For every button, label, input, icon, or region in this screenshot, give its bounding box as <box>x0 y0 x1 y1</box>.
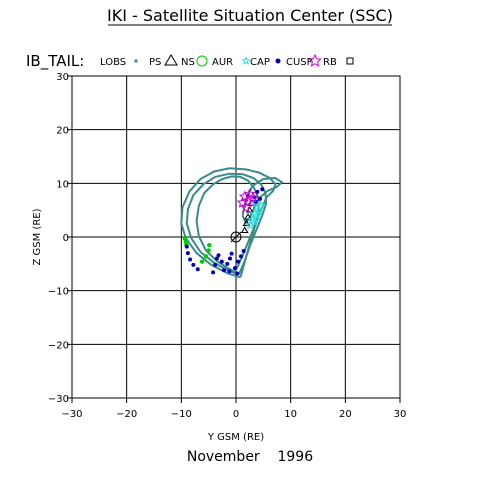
legend: LOBS PS NS AUR CAP CUSP RB <box>100 53 354 68</box>
orbit-line <box>241 176 284 226</box>
y-tick-label: −30 <box>48 394 69 405</box>
cap-marker <box>258 196 263 201</box>
spacecraft-label: IB_TAIL: <box>26 52 84 71</box>
cap-marker <box>184 244 189 249</box>
orbit-line <box>185 172 268 276</box>
aur-marker <box>250 198 261 209</box>
y-tick-label: −10 <box>48 287 69 298</box>
cap-marker <box>185 251 190 256</box>
x-axis-label: Y GSM (RE) <box>207 432 264 443</box>
cap-marker <box>238 254 243 259</box>
cap-marker <box>191 262 196 267</box>
cap-marker <box>236 259 241 264</box>
cap-marker <box>211 270 216 275</box>
ps-marker <box>240 226 249 234</box>
ns-marker <box>207 242 212 248</box>
cap-marker <box>235 271 240 276</box>
legend-marker-aur <box>241 56 251 65</box>
cap-marker <box>241 248 246 253</box>
aur-marker <box>256 200 267 211</box>
legend-label: CUSP <box>286 57 313 68</box>
aur-marker <box>251 210 262 220</box>
cusp-marker <box>236 196 249 208</box>
cap-marker <box>219 259 224 264</box>
cap-marker <box>255 189 260 194</box>
legend-label: LOBS <box>100 57 126 68</box>
legend-marker-lobs <box>134 59 138 63</box>
legend-marker-ps <box>164 54 178 66</box>
cap-marker <box>188 257 193 262</box>
cap-marker <box>225 261 230 266</box>
cap-marker <box>227 269 232 274</box>
ps-marker <box>244 213 252 220</box>
legend-label: RB <box>323 57 337 68</box>
y-tick-label: −20 <box>48 340 69 351</box>
cap-marker <box>229 251 234 256</box>
cusp-marker <box>246 191 259 203</box>
earth-marker <box>230 231 242 243</box>
aur-marker <box>248 216 260 227</box>
region-markers <box>182 187 267 276</box>
cap-marker <box>216 253 221 258</box>
y-tick-label: 0 <box>63 233 69 244</box>
x-tick-label: 30 <box>394 409 407 420</box>
cap-marker <box>214 256 219 261</box>
legend-label: CAP <box>250 57 270 68</box>
y-tick-label: 10 <box>56 179 69 190</box>
legend-label: NS <box>181 57 195 68</box>
ns-marker <box>199 259 205 264</box>
ns-marker <box>206 248 211 253</box>
cusp-marker <box>238 190 251 202</box>
legend-marker-ns <box>196 55 208 67</box>
x-tick-label: 10 <box>284 409 297 420</box>
cusp-marker <box>242 195 255 207</box>
x-tick-label: 20 <box>339 409 352 420</box>
orbit-tracks <box>180 167 284 279</box>
orbit-line <box>180 167 277 279</box>
legend-marker-rb <box>346 57 354 65</box>
ns-marker <box>203 254 209 259</box>
y-axis-ticks: −30 −20 −10 0 10 20 30 <box>48 72 72 405</box>
legend-label: PS <box>149 57 161 68</box>
cap-marker <box>213 262 218 267</box>
cap-marker <box>260 187 265 192</box>
legend-marker-cap <box>275 58 281 64</box>
x-tick-label: −30 <box>61 409 82 420</box>
cusp-marker <box>239 201 252 213</box>
cap-marker <box>227 256 232 261</box>
y-tick-label: 20 <box>56 126 69 137</box>
date-label: November 1996 <box>187 449 313 465</box>
earth-cross-line <box>230 231 242 243</box>
x-tick-label: 0 <box>233 409 239 420</box>
y-tick-label: 30 <box>56 72 69 83</box>
legend-label: AUR <box>212 57 233 68</box>
legend-marker-cusp <box>308 53 322 67</box>
x-tick-label: −10 <box>171 409 192 420</box>
cap-marker <box>195 267 200 272</box>
ps-marker <box>242 219 251 227</box>
x-tick-label: −20 <box>116 409 137 420</box>
cap-marker <box>232 266 237 271</box>
earth-circle <box>230 231 242 243</box>
cap-marker <box>221 268 226 273</box>
chart-title: IKI - Satellite Situation Center (SSC) <box>107 6 393 25</box>
x-axis-ticks: −30 −20 −10 0 10 20 30 <box>61 398 406 420</box>
y-axis-label: Z GSM (RE) <box>32 208 43 265</box>
